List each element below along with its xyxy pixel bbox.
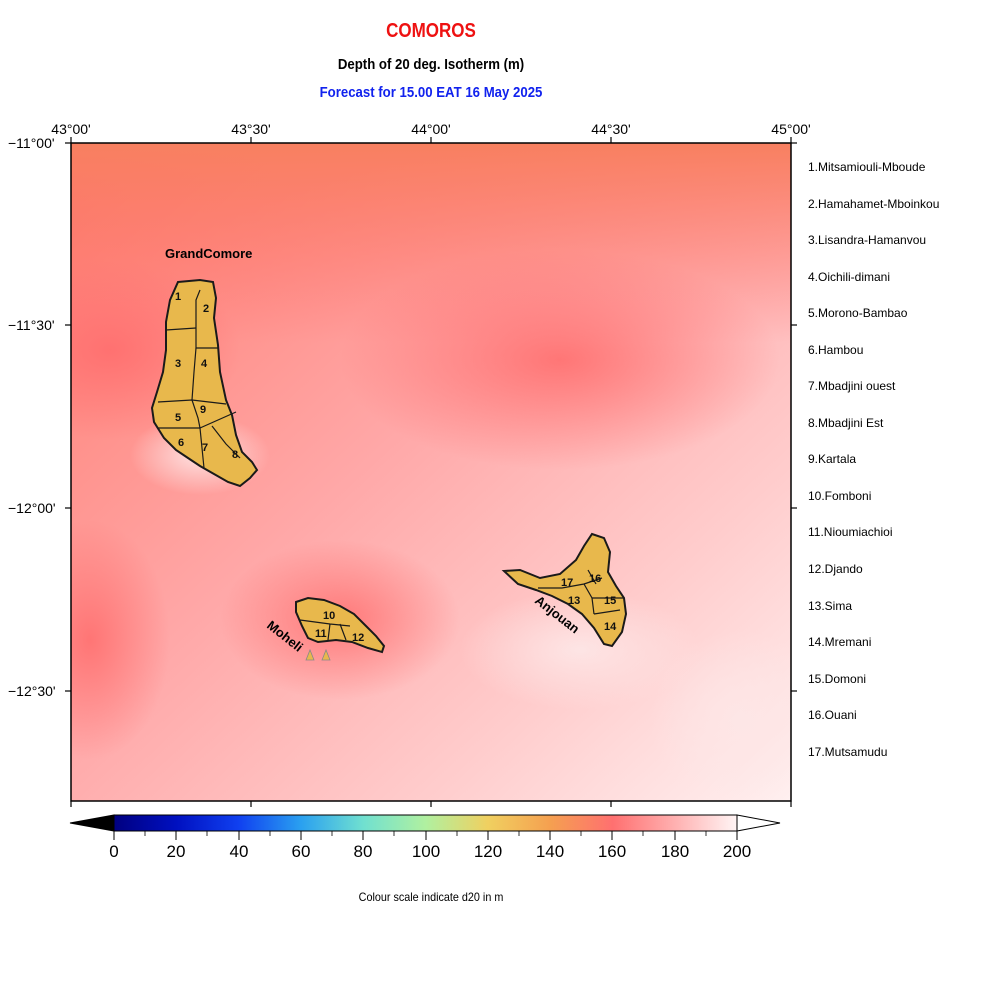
region-number-6: 6 xyxy=(178,437,184,449)
lat-label-11-30: −11°30' xyxy=(8,317,55,333)
legend-region-10: 10.Fomboni xyxy=(808,489,872,503)
island-moheli xyxy=(295,596,386,661)
lon-label-44-00: 44°00' xyxy=(411,121,451,137)
forecast-time: Forecast for 15.00 EAT 16 May 2025 xyxy=(319,84,543,101)
legend-region-6: 6.Hambou xyxy=(808,343,864,357)
region-number-10: 10 xyxy=(323,610,335,622)
region-number-17: 17 xyxy=(561,577,573,589)
colorbar-label-0: 0 xyxy=(109,842,119,861)
region-number-5: 5 xyxy=(175,412,181,424)
region-number-3: 3 xyxy=(175,358,181,370)
legend-region-12: 12.Djando xyxy=(808,562,863,576)
frame-ticks xyxy=(65,137,797,807)
legend-region-17: 17.Mutsamudu xyxy=(808,745,888,759)
colorbar-label-40: 40 xyxy=(229,842,249,861)
legend-region-3: 3.Lisandra-Hamanvou xyxy=(808,233,927,247)
region-number-14: 14 xyxy=(604,621,617,633)
region-number-15: 15 xyxy=(604,595,616,607)
colorbar-label-80: 80 xyxy=(353,842,373,861)
d20-field xyxy=(71,143,791,801)
region-number-4: 4 xyxy=(201,358,208,370)
legend-region-9: 9.Kartala xyxy=(808,452,857,466)
colorbar-label-60: 60 xyxy=(291,842,311,861)
colorbar-caption: Colour scale indicate d20 in m xyxy=(358,890,504,904)
lon-label-43-00: 43°00' xyxy=(51,121,91,137)
legend-region-11: 11.Nioumiachioi xyxy=(808,525,893,539)
region-number-1: 1 xyxy=(175,291,181,303)
region-number-16: 16 xyxy=(589,573,601,585)
colorbar-label-200: 200 xyxy=(722,842,752,861)
map-title: COMOROS xyxy=(386,20,476,42)
colorbar-label-180: 180 xyxy=(660,842,690,861)
region-number-9: 9 xyxy=(200,404,206,416)
lat-label-12-00: −12°00' xyxy=(8,500,56,516)
legend-region-2: 2.Hamahamet-Mboinkou xyxy=(808,197,940,211)
legend-region-15: 15.Domoni xyxy=(808,672,867,686)
colorbar-label-100: 100 xyxy=(411,842,441,861)
legend-region-1: 1.Mitsamiouli-Mboude xyxy=(808,160,926,174)
lon-label-43-30: 43°30' xyxy=(231,121,271,137)
region-number-8: 8 xyxy=(232,449,238,461)
island-anjouan xyxy=(501,532,628,648)
lon-label-45-00: 45°00' xyxy=(771,121,811,137)
region-number-11: 11 xyxy=(315,628,327,640)
label-grand-comore: GrandComore xyxy=(165,246,252,261)
colorbar-label-160: 160 xyxy=(597,842,627,861)
legend-region-13: 13.Sima xyxy=(808,599,853,613)
map-subtitle: Depth of 20 deg. Isotherm (m) xyxy=(337,56,525,73)
island-grand-comore xyxy=(150,278,259,488)
legend-region-4: 4.Oichili-dimani xyxy=(808,270,891,284)
colorbar xyxy=(69,814,781,840)
legend-region-14: 14.Mremani xyxy=(808,635,872,649)
region-number-2: 2 xyxy=(203,303,209,315)
legend-region-5: 5.Morono-Bambao xyxy=(808,306,908,320)
lat-label-12-30: −12°30' xyxy=(8,683,56,699)
legend-region-8: 8.Mbadjini Est xyxy=(808,416,884,430)
colorbar-label-120: 120 xyxy=(473,842,503,861)
lat-label-11-00: −11°00' xyxy=(8,135,55,151)
lon-label-44-30: 44°30' xyxy=(591,121,631,137)
colorbar-label-140: 140 xyxy=(535,842,565,861)
region-number-7: 7 xyxy=(202,442,208,454)
legend-region-16: 16.Ouani xyxy=(808,708,857,722)
colorbar-label-20: 20 xyxy=(166,842,186,861)
region-number-12: 12 xyxy=(352,632,364,644)
region-number-13: 13 xyxy=(568,595,580,607)
legend-region-7: 7.Mbadjini ouest xyxy=(808,379,896,393)
